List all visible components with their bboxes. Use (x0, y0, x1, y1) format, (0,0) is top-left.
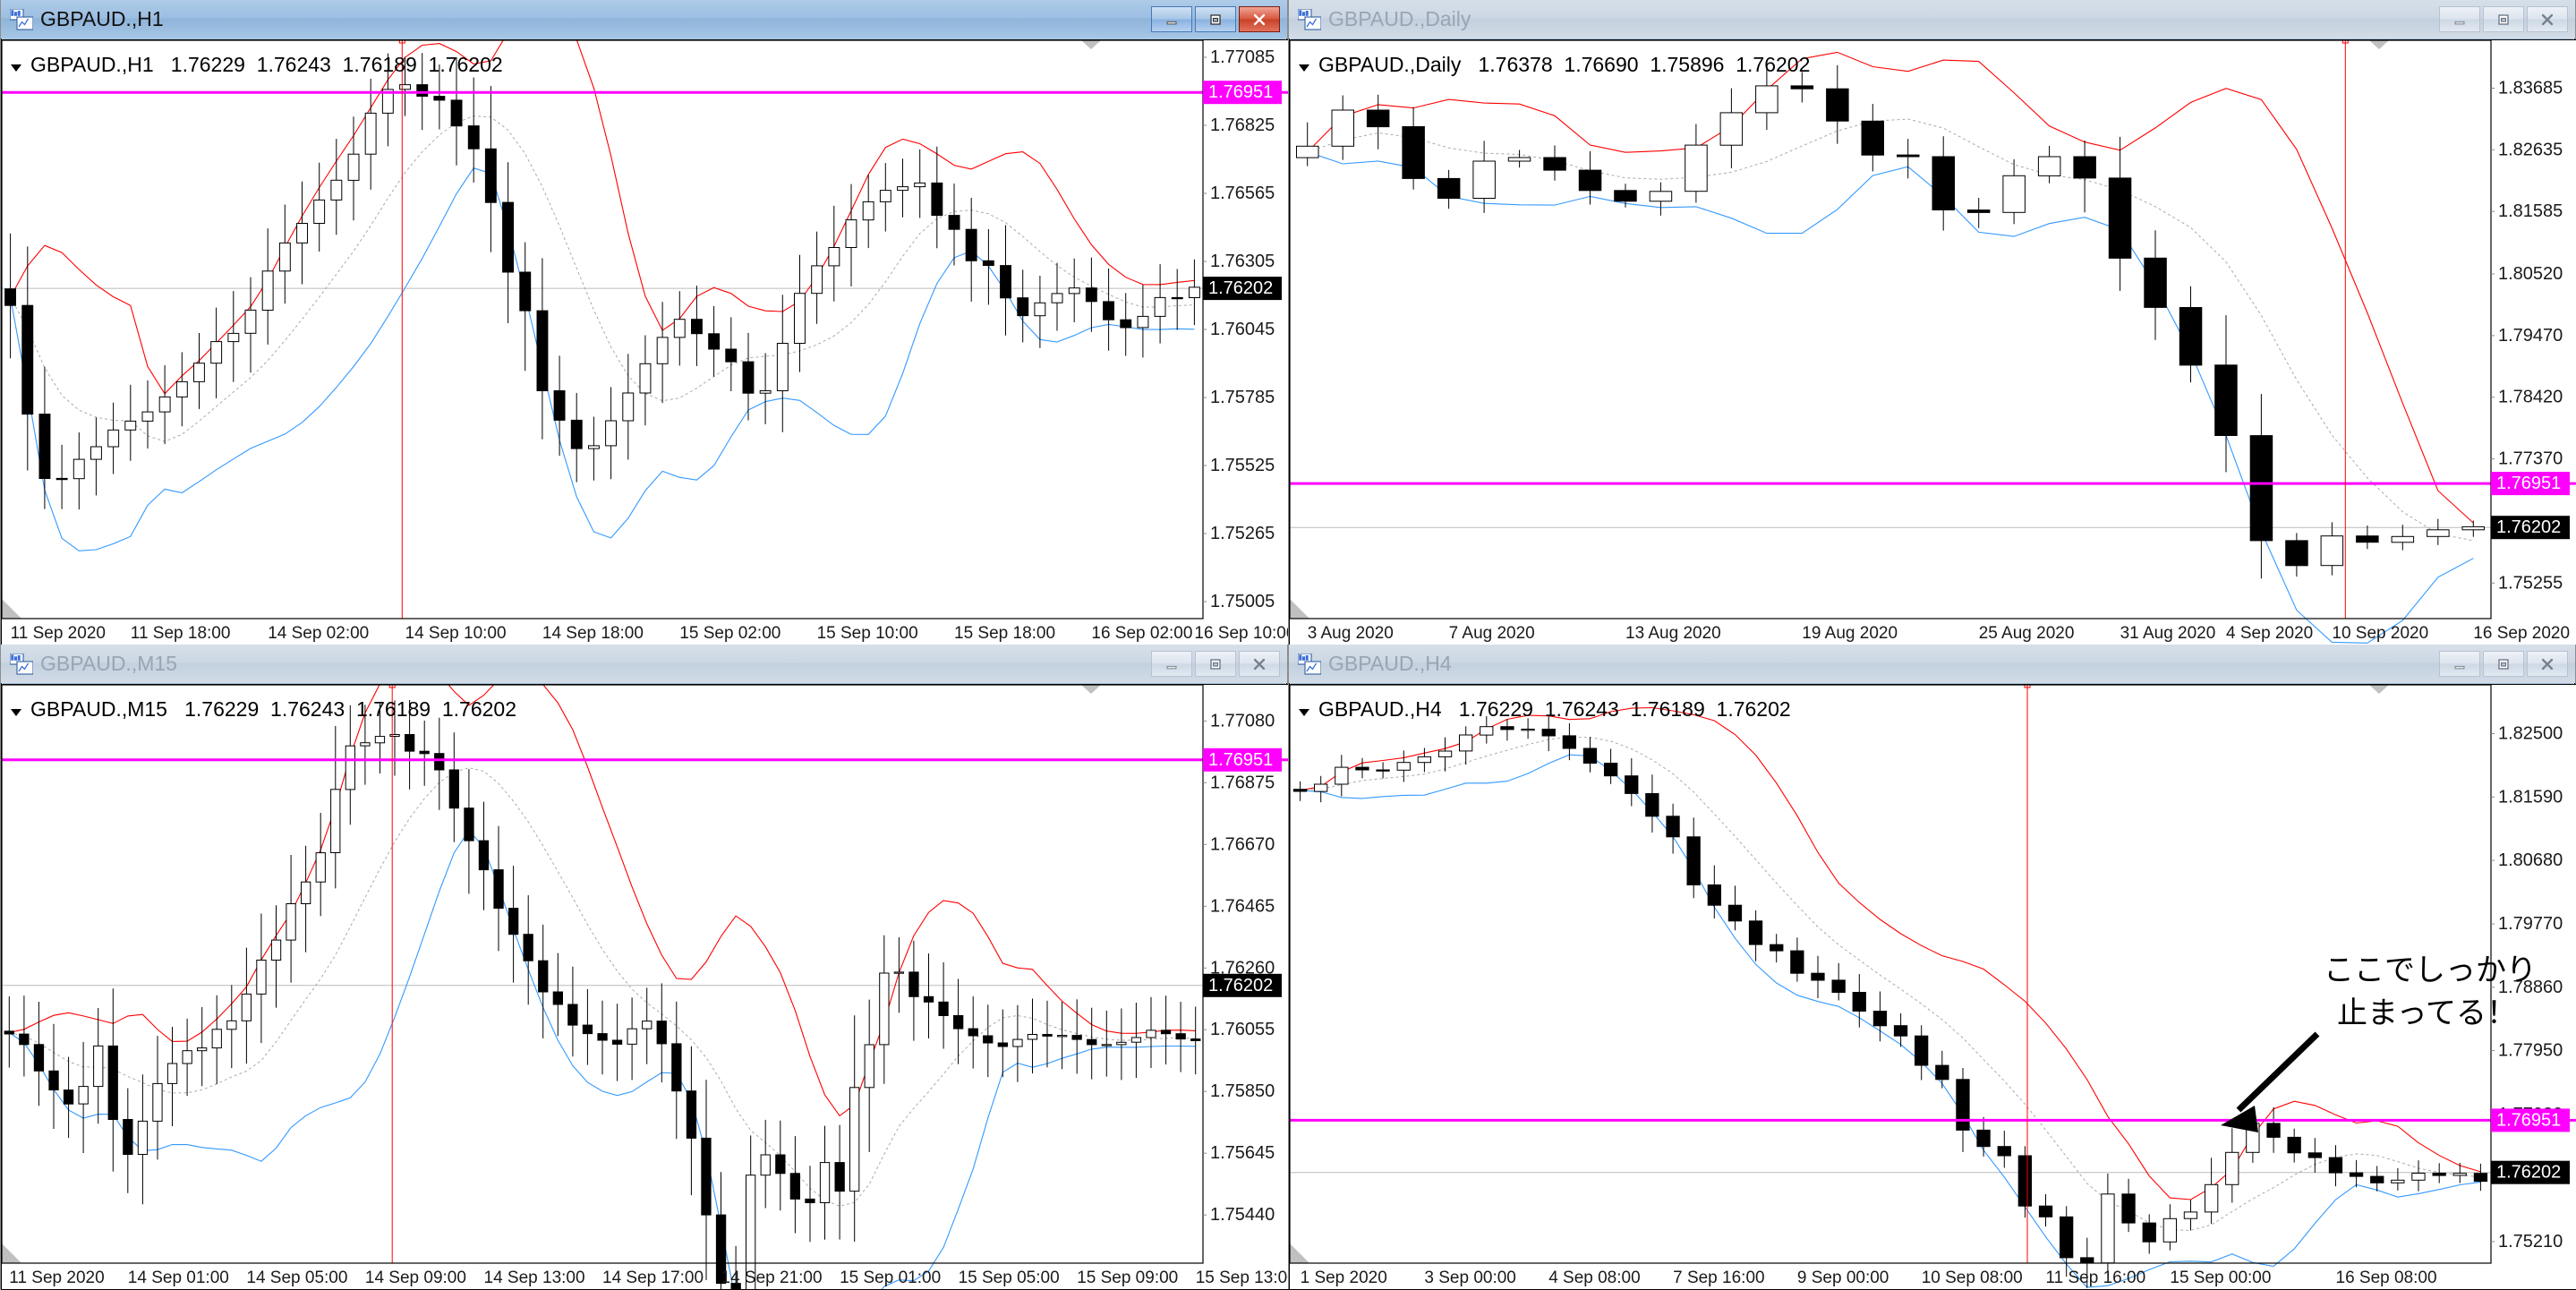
svg-text:1.76951: 1.76951 (2496, 474, 2561, 493)
svg-text:1.82500: 1.82500 (2498, 724, 2563, 744)
svg-text:10 Sep 2020: 10 Sep 2020 (2332, 624, 2428, 643)
svg-text:1.81590: 1.81590 (2498, 787, 2563, 807)
svg-text:1.78420: 1.78420 (2498, 388, 2563, 407)
svg-text:15 Sep 01:00: 15 Sep 01:00 (840, 1269, 941, 1287)
svg-text:ここでしっかり: ここでしっかり (2324, 953, 2537, 987)
svg-text:1.82635: 1.82635 (2498, 140, 2563, 159)
svg-text:15 Sep 05:00: 15 Sep 05:00 (959, 1269, 1060, 1287)
svg-text:1.75645: 1.75645 (1210, 1143, 1275, 1163)
svg-text:1.79770: 1.79770 (2498, 914, 2563, 934)
svg-text:1.76951: 1.76951 (1208, 750, 1273, 770)
svg-text:1.76055: 1.76055 (1210, 1020, 1275, 1039)
svg-text:1.75255: 1.75255 (2498, 573, 2563, 593)
svg-text:9 Sep 00:00: 9 Sep 00:00 (1797, 1269, 1889, 1287)
svg-text:14 Sep 01:00: 14 Sep 01:00 (128, 1269, 229, 1287)
svg-text:GBPAUD.,Daily 1.76378 1.766: GBPAUD.,Daily 1.76378 1.76690 1.75896 1.… (1318, 53, 1810, 76)
svg-text:16 Sep 08:00: 16 Sep 08:00 (2336, 1269, 2437, 1287)
svg-text:1.80680: 1.80680 (2498, 850, 2563, 870)
svg-text:1.75005: 1.75005 (1210, 592, 1275, 611)
svg-text:14 Sep 02:00: 14 Sep 02:00 (268, 624, 369, 643)
svg-text:1.76202: 1.76202 (2496, 1163, 2561, 1183)
svg-text:11 Sep 2020: 11 Sep 2020 (11, 624, 106, 643)
svg-text:1.77085: 1.77085 (1210, 47, 1275, 67)
svg-text:1.77370: 1.77370 (2498, 449, 2563, 469)
svg-text:1.75850: 1.75850 (1210, 1081, 1275, 1101)
svg-text:16 Sep 02:00: 16 Sep 02:00 (1091, 624, 1192, 643)
svg-text:1.76202: 1.76202 (1208, 278, 1273, 298)
svg-text:11 Sep 2020: 11 Sep 2020 (9, 1269, 104, 1287)
svg-text:1.76202: 1.76202 (1208, 976, 1273, 995)
svg-text:15 Sep 10:00: 15 Sep 10:00 (817, 624, 918, 643)
svg-text:1.75440: 1.75440 (1210, 1205, 1275, 1225)
svg-text:31 Aug 2020: 31 Aug 2020 (2120, 624, 2216, 643)
svg-text:1.76670: 1.76670 (1210, 834, 1275, 854)
svg-text:4 Sep 2020: 4 Sep 2020 (2226, 624, 2313, 643)
svg-text:11 Sep 18:00: 11 Sep 18:00 (131, 624, 231, 643)
svg-text:7 Aug 2020: 7 Aug 2020 (1449, 624, 1535, 643)
svg-text:19 Aug 2020: 19 Aug 2020 (1802, 624, 1898, 643)
svg-text:14 Sep 13:00: 14 Sep 13:00 (484, 1269, 585, 1287)
svg-text:1.75265: 1.75265 (1210, 524, 1275, 543)
svg-text:3 Sep 00:00: 3 Sep 00:00 (1424, 1269, 1515, 1287)
svg-text:1.76465: 1.76465 (1210, 896, 1275, 916)
svg-text:1.76951: 1.76951 (2496, 1110, 2561, 1130)
svg-text:1.76875: 1.76875 (1210, 773, 1275, 792)
svg-text:14 Sep 18:00: 14 Sep 18:00 (542, 624, 644, 643)
svg-text:1.83685: 1.83685 (2498, 79, 2563, 98)
svg-text:1.76045: 1.76045 (1210, 320, 1275, 339)
svg-text:GBPAUD.,H1 1.76229 1.76243: GBPAUD.,H1 1.76229 1.76243 1.76189 1.762… (30, 53, 503, 76)
svg-text:14 Sep 09:00: 14 Sep 09:00 (365, 1269, 466, 1287)
svg-text:14 Sep 05:00: 14 Sep 05:00 (246, 1269, 347, 1287)
svg-text:止まってる！: 止まってる！ (2337, 996, 2517, 1030)
svg-text:11 Sep 16:00: 11 Sep 16:00 (2046, 1269, 2146, 1287)
svg-text:3 Aug 2020: 3 Aug 2020 (1308, 624, 1394, 643)
svg-text:15 Sep 18:00: 15 Sep 18:00 (954, 624, 1055, 643)
svg-text:14 Sep 10:00: 14 Sep 10:00 (405, 624, 507, 643)
svg-text:1.76305: 1.76305 (1210, 252, 1275, 271)
svg-text:GBPAUD.,H4 1.76229 1.76243: GBPAUD.,H4 1.76229 1.76243 1.76189 1.762… (1318, 697, 1791, 721)
svg-text:14 Sep 17:00: 14 Sep 17:00 (602, 1269, 704, 1287)
svg-text:1.76825: 1.76825 (1210, 115, 1275, 135)
svg-text:1.75210: 1.75210 (2498, 1232, 2563, 1252)
svg-text:16 Sep 10:00: 16 Sep 10:00 (1194, 624, 1288, 643)
svg-text:1.76202: 1.76202 (2496, 517, 2561, 537)
svg-text:1.76951: 1.76951 (1208, 82, 1273, 102)
svg-text:GBPAUD.,M15 1.76229 1.76243: GBPAUD.,M15 1.76229 1.76243 1.76189 1.76… (30, 697, 516, 721)
svg-text:4 Sep 08:00: 4 Sep 08:00 (1548, 1269, 1640, 1287)
svg-text:15 Sep 13:00: 15 Sep 13:00 (1196, 1269, 1288, 1287)
svg-text:10 Sep 08:00: 10 Sep 08:00 (1922, 1269, 2023, 1287)
svg-text:7 Sep 16:00: 7 Sep 16:00 (1673, 1269, 1764, 1287)
svg-text:1.75525: 1.75525 (1210, 456, 1275, 475)
svg-text:13 Aug 2020: 13 Aug 2020 (1625, 624, 1721, 643)
svg-text:1.77950: 1.77950 (2498, 1041, 2563, 1061)
svg-text:1.76565: 1.76565 (1210, 184, 1275, 203)
svg-text:16 Sep 2020: 16 Sep 2020 (2473, 624, 2570, 643)
svg-text:25 Aug 2020: 25 Aug 2020 (1979, 624, 2075, 643)
svg-text:15 Sep 00:00: 15 Sep 00:00 (2170, 1269, 2271, 1287)
svg-text:1.79470: 1.79470 (2498, 326, 2563, 346)
svg-text:1 Sep 2020: 1 Sep 2020 (1301, 1269, 1387, 1287)
svg-text:1.77080: 1.77080 (1210, 711, 1275, 730)
svg-text:1.80520: 1.80520 (2498, 264, 2563, 284)
svg-text:15 Sep 02:00: 15 Sep 02:00 (679, 624, 780, 643)
svg-text:14 Sep 21:00: 14 Sep 21:00 (721, 1269, 823, 1287)
svg-text:1.81585: 1.81585 (2498, 201, 2563, 221)
svg-text:15 Sep 09:00: 15 Sep 09:00 (1077, 1269, 1178, 1287)
svg-text:1.75785: 1.75785 (1210, 388, 1275, 407)
